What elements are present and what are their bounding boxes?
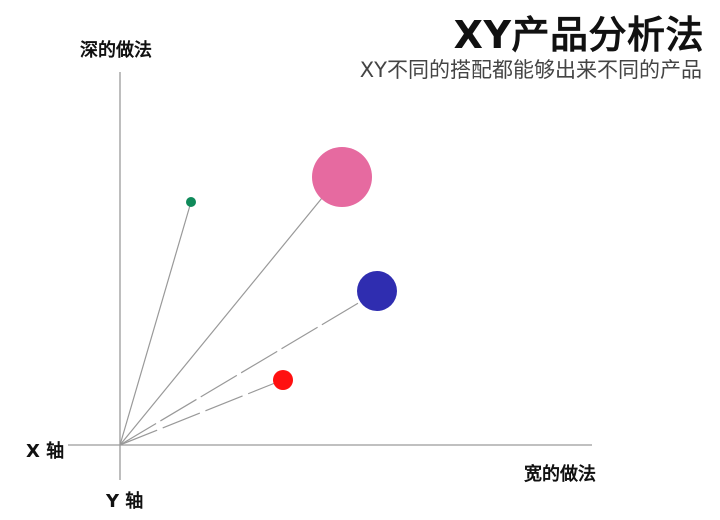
pink-product-circle [312,147,372,207]
ray-pink [119,197,323,446]
page-subtitle: XY不同的搭配都能够出来不同的产品 [359,58,702,82]
red-product-dot [273,370,293,390]
y-axis-label: Y 轴 [106,491,144,512]
x-axis-end-label: 宽的做法 [524,464,596,485]
y-axis-top-label: 深的做法 [80,40,152,61]
green-product-dot [186,197,196,207]
x-axis-label: X 轴 [26,441,65,462]
ray-green [119,201,192,446]
page-title: XY产品分析法 [453,13,704,57]
ray-red [119,382,276,446]
blue-product-circle [357,271,397,311]
